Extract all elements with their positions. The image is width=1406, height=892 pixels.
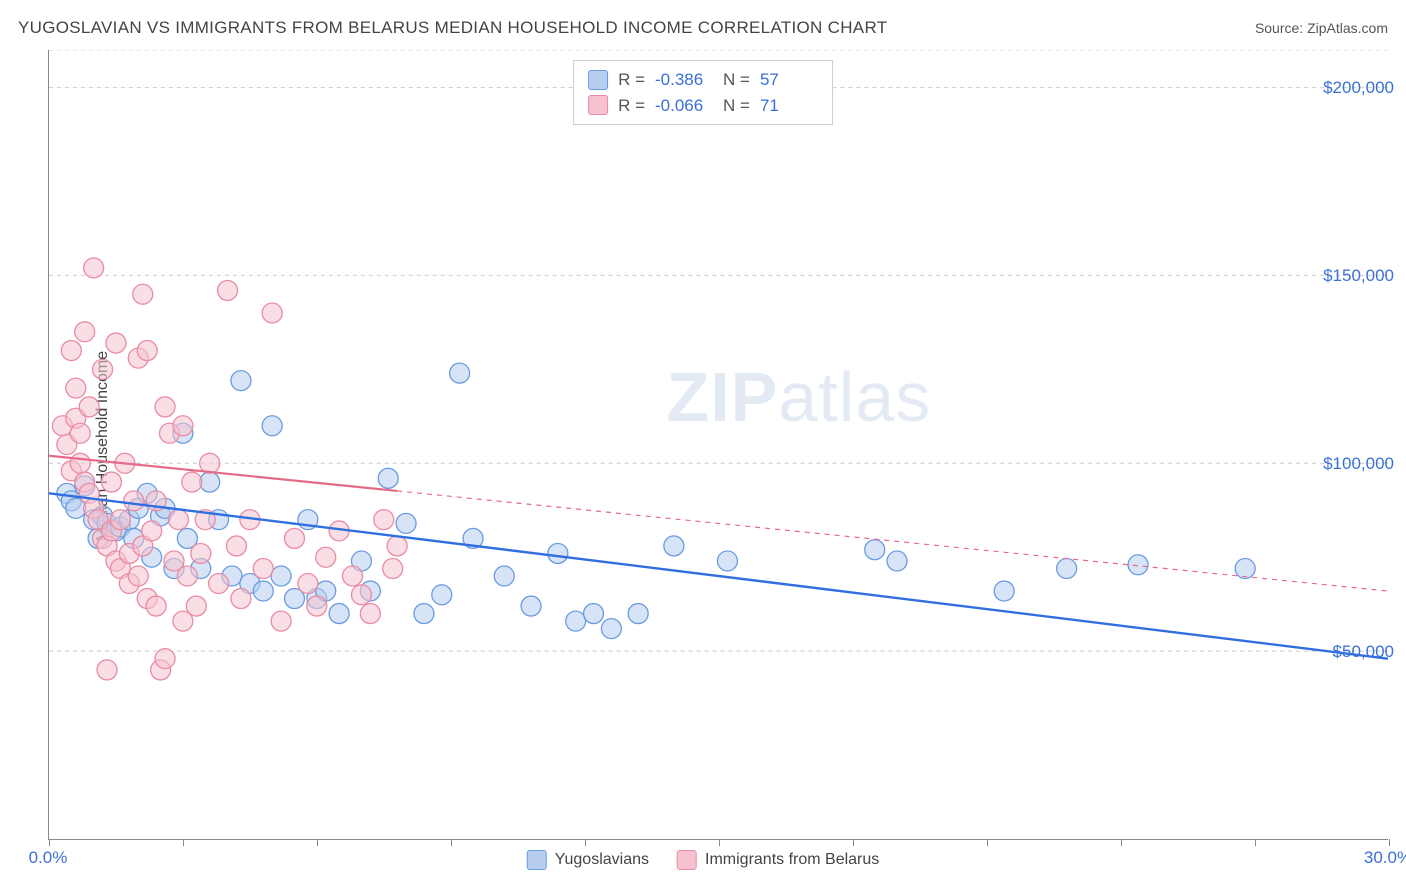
legend-item-yugoslavians: Yugoslavians: [527, 850, 649, 870]
y-tick-label: $150,000: [1323, 266, 1394, 286]
x-tick-mark: [183, 839, 184, 846]
x-tick-mark: [987, 839, 988, 846]
x-tick-mark: [1255, 839, 1256, 846]
chart-title: YUGOSLAVIAN VS IMMIGRANTS FROM BELARUS M…: [18, 18, 887, 38]
y-tick-label: $50,000: [1333, 642, 1394, 662]
scatter-chart: [49, 50, 1388, 839]
x-tick-mark: [719, 839, 720, 846]
y-tick-label: $100,000: [1323, 454, 1394, 474]
x-tick-mark: [451, 839, 452, 846]
legend-item-belarus: Immigrants from Belarus: [677, 850, 879, 870]
y-tick-label: $200,000: [1323, 78, 1394, 98]
legend-swatch-pink-icon: [677, 850, 697, 870]
legend-label: Yugoslavians: [555, 851, 649, 869]
x-tick-mark: [853, 839, 854, 846]
legend-label: Immigrants from Belarus: [705, 851, 879, 869]
x-tick-mark: [585, 839, 586, 846]
source-label: Source: ZipAtlas.com: [1255, 20, 1388, 36]
x-tick-mark: [317, 839, 318, 846]
legend-swatch-blue: [588, 70, 608, 90]
series-legend: Yugoslavians Immigrants from Belarus: [527, 850, 880, 870]
legend-row-series2: R = -0.066 N = 71: [588, 93, 818, 119]
correlation-legend: R = -0.386 N = 57 R = -0.066 N = 71: [573, 60, 833, 125]
legend-swatch-pink: [588, 95, 608, 115]
legend-swatch-blue-icon: [527, 850, 547, 870]
x-tick-mark: [1121, 839, 1122, 846]
x-tick-label: 30.0%: [1364, 848, 1406, 868]
x-tick-mark: [1389, 839, 1390, 846]
x-tick-label: 0.0%: [29, 848, 68, 868]
x-tick-mark: [49, 839, 50, 846]
plot-area: ZIPatlas: [48, 50, 1388, 840]
legend-row-series1: R = -0.386 N = 57: [588, 67, 818, 93]
